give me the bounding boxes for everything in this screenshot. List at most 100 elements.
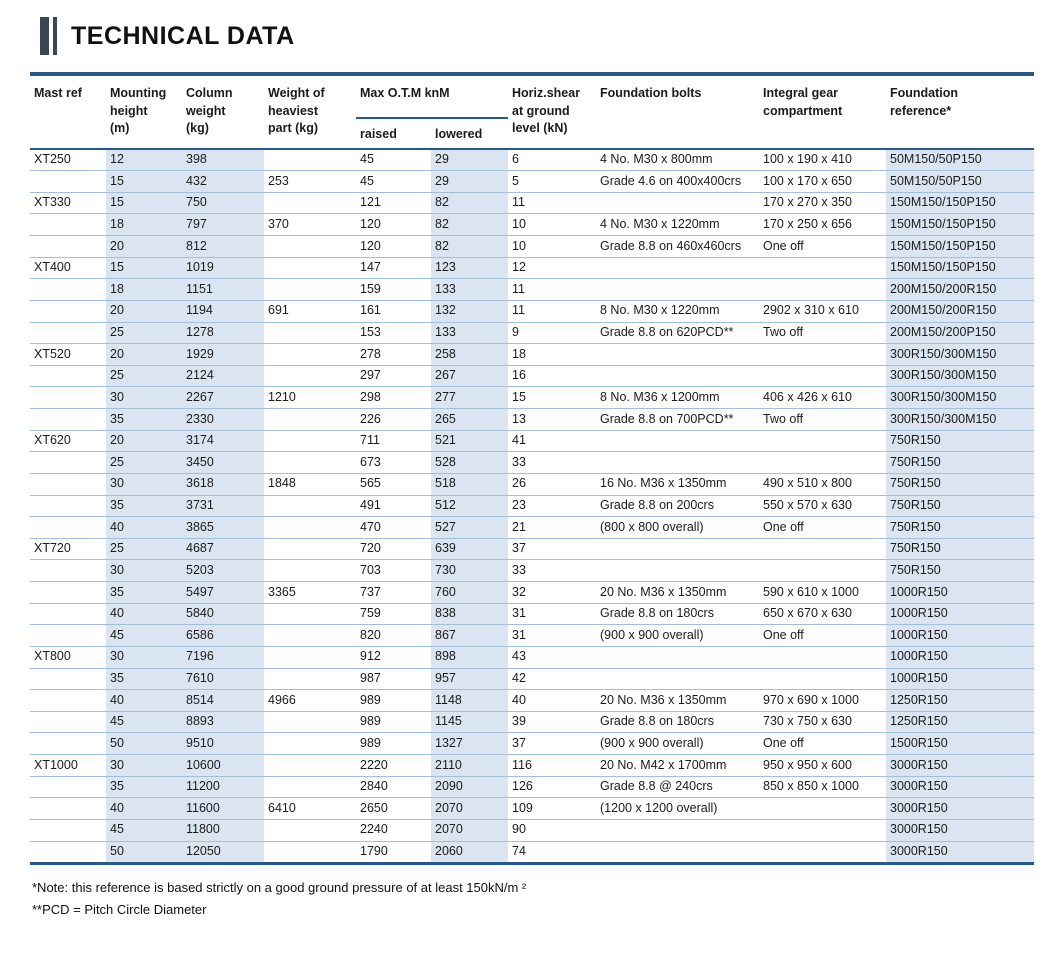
otm-raised-cell: 470: [356, 516, 431, 539]
header-mast-ref: Mast ref: [30, 74, 106, 150]
mounting-height-cell: 45: [106, 819, 182, 842]
column-weight-cell: 398: [182, 148, 264, 172]
gear-compartment-cell: 550 x 570 x 630: [759, 495, 886, 518]
foundation-bolts-cell: 20 No. M42 x 1700mm: [596, 754, 759, 777]
heaviest-part-cell: [264, 278, 356, 301]
horiz-shear-cell: 42: [508, 668, 596, 691]
otm-raised-cell: 278: [356, 343, 431, 366]
foundation-bolts-cell: 4 No. M30 x 1220mm: [596, 213, 759, 236]
table-row: 18 797 370 120 82 10 4 No. M30 x 1220mm 170 x 2…: [30, 213, 1034, 236]
mounting-height-cell: 35: [106, 668, 182, 691]
mounting-height-cell: 15: [106, 170, 182, 193]
gear-compartment-cell: [759, 343, 886, 366]
table-header: Mast ref Mounting height (m) Column weig…: [30, 74, 1034, 150]
mounting-height-cell: 30: [106, 386, 182, 409]
mast-ref-cell: [30, 689, 106, 712]
heaviest-part-cell: [264, 408, 356, 431]
heaviest-part-cell: [264, 841, 356, 864]
foundation-reference-cell: 200M150/200P150: [886, 322, 1034, 345]
note-ground-pressure: *Note: this reference is based strictly …: [32, 880, 527, 896]
gear-compartment-cell: One off: [759, 624, 886, 647]
horiz-shear-cell: 9: [508, 322, 596, 345]
foundation-bolts-cell: 20 No. M36 x 1350mm: [596, 689, 759, 712]
foundation-reference-cell: 1250R150: [886, 711, 1034, 734]
page-title: TECHNICAL DATA: [71, 21, 295, 50]
table-row: 45 8893 989 1145 39 Grade 8.8 on 180crs 730 x …: [30, 711, 1034, 734]
horiz-shear-cell: 109: [508, 797, 596, 820]
otm-lowered-cell: 1145: [431, 711, 508, 734]
otm-raised-cell: 153: [356, 322, 431, 345]
otm-raised-cell: 120: [356, 213, 431, 236]
column-weight-cell: 1929: [182, 343, 264, 366]
mounting-height-cell: 40: [106, 603, 182, 626]
otm-lowered-cell: 639: [431, 538, 508, 561]
gear-compartment-cell: [759, 430, 886, 453]
horiz-shear-cell: 32: [508, 581, 596, 604]
foundation-reference-cell: 200M150/200R150: [886, 278, 1034, 301]
otm-lowered-cell: 898: [431, 646, 508, 669]
otm-raised-cell: 987: [356, 668, 431, 691]
foundation-reference-cell: 1000R150: [886, 668, 1034, 691]
gear-compartment-cell: [759, 819, 886, 842]
title-accent-bar: [53, 17, 57, 55]
foundation-bolts-cell: [596, 538, 759, 561]
foundation-reference-cell: 300R150/300M150: [886, 365, 1034, 388]
horiz-shear-cell: 116: [508, 754, 596, 777]
heaviest-part-cell: 3365: [264, 581, 356, 604]
column-weight-cell: 11600: [182, 797, 264, 820]
otm-lowered-cell: 528: [431, 451, 508, 474]
foundation-bolts-cell: [596, 278, 759, 301]
foundation-reference-cell: 150M150/150P150: [886, 192, 1034, 215]
otm-lowered-cell: 1148: [431, 689, 508, 712]
otm-raised-cell: 711: [356, 430, 431, 453]
column-weight-cell: 1278: [182, 322, 264, 345]
otm-raised-cell: 673: [356, 451, 431, 474]
column-weight-cell: 1194: [182, 300, 264, 323]
horiz-shear-cell: 11: [508, 278, 596, 301]
foundation-bolts-cell: (900 x 900 overall): [596, 624, 759, 647]
gear-compartment-cell: 970 x 690 x 1000: [759, 689, 886, 712]
mast-ref-cell: [30, 668, 106, 691]
otm-lowered-cell: 82: [431, 192, 508, 215]
column-weight-cell: 2124: [182, 365, 264, 388]
table-row: 45 6586 820 867 31 (900 x 900 overall) One off…: [30, 624, 1034, 647]
gear-compartment-cell: [759, 646, 886, 669]
foundation-bolts-cell: [596, 430, 759, 453]
heaviest-part-cell: 1210: [264, 386, 356, 409]
table-row: 35 5497 3365 737 760 32 20 No. M36 x 1350mm 590…: [30, 581, 1034, 604]
otm-lowered-cell: 29: [431, 170, 508, 193]
mounting-height-cell: 30: [106, 473, 182, 496]
column-weight-cell: 6586: [182, 624, 264, 647]
foundation-bolts-cell: (1200 x 1200 overall): [596, 797, 759, 820]
mast-ref-cell: [30, 365, 106, 388]
gear-compartment-cell: [759, 841, 886, 864]
foundation-reference-cell: 750R150: [886, 538, 1034, 561]
mounting-height-cell: 40: [106, 516, 182, 539]
mounting-height-cell: 30: [106, 559, 182, 582]
mast-ref-cell: [30, 278, 106, 301]
foundation-reference-cell: 150M150/150P150: [886, 213, 1034, 236]
otm-lowered-cell: 267: [431, 365, 508, 388]
gear-compartment-cell: [759, 559, 886, 582]
heaviest-part-cell: [264, 754, 356, 777]
mounting-height-cell: 50: [106, 732, 182, 755]
horiz-shear-cell: 126: [508, 776, 596, 799]
foundation-bolts-cell: Grade 8.8 on 620PCD**: [596, 322, 759, 345]
mast-ref-cell: [30, 386, 106, 409]
foundation-reference-cell: 300R150/300M150: [886, 386, 1034, 409]
column-weight-cell: 4687: [182, 538, 264, 561]
otm-raised-cell: 2220: [356, 754, 431, 777]
heaviest-part-cell: [264, 192, 356, 215]
foundation-bolts-cell: 20 No. M36 x 1350mm: [596, 581, 759, 604]
column-weight-cell: 7196: [182, 646, 264, 669]
horiz-shear-cell: 13: [508, 408, 596, 431]
header-integral-gear: Integral gear compartment: [759, 74, 886, 150]
column-weight-cell: 3731: [182, 495, 264, 518]
heaviest-part-cell: 1848: [264, 473, 356, 496]
foundation-bolts-cell: Grade 8.8 @ 240crs: [596, 776, 759, 799]
otm-raised-cell: 45: [356, 170, 431, 193]
otm-raised-cell: 491: [356, 495, 431, 518]
mounting-height-cell: 50: [106, 841, 182, 864]
foundation-bolts-cell: Grade 8.8 on 180crs: [596, 603, 759, 626]
heaviest-part-cell: 6410: [264, 797, 356, 820]
